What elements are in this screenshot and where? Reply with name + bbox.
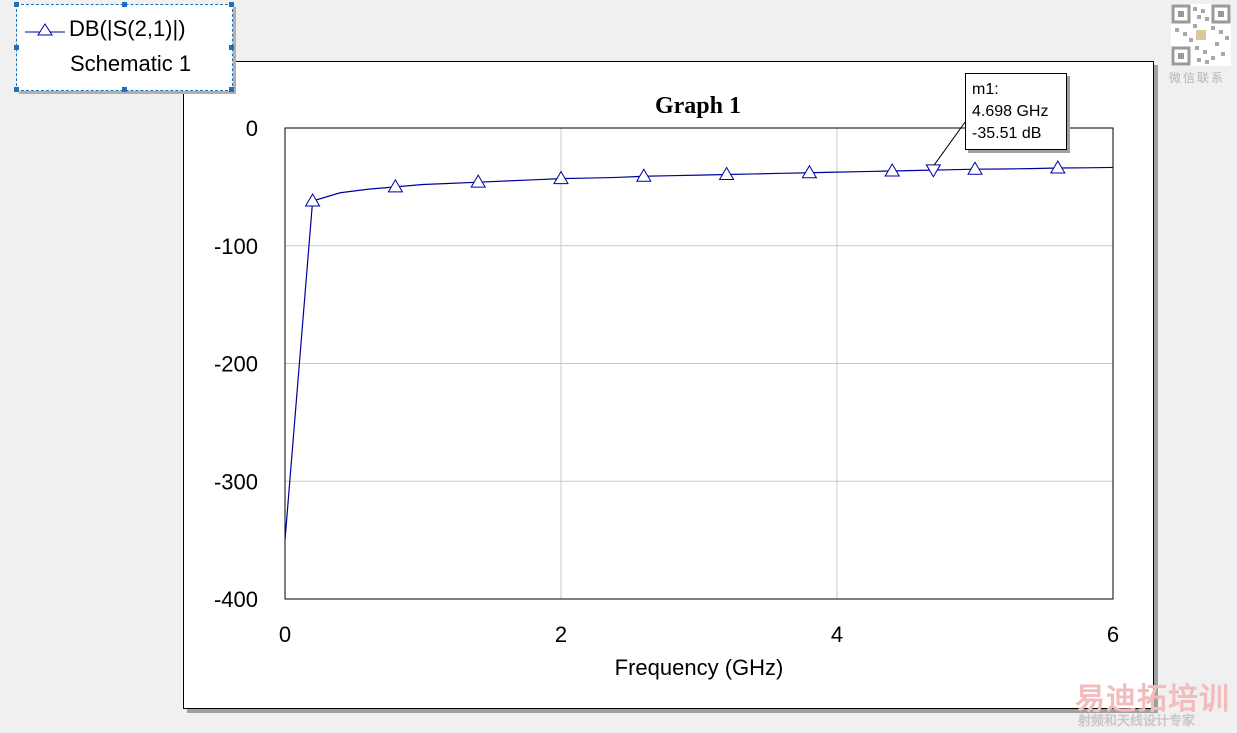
resize-handle[interactable]: [122, 2, 127, 7]
data-point-triangle: [304, 193, 321, 207]
data-point-triangle: [635, 168, 652, 182]
x-axis-label: Frequency (GHz): [615, 655, 784, 680]
qr-caption: 微信联系: [1169, 71, 1226, 85]
data-point-triangle: [718, 166, 735, 181]
data-point-triangle: [884, 162, 901, 177]
y-tick-label: -400: [214, 587, 258, 612]
marker-frequency: 4.698 GHz: [972, 103, 1049, 120]
tick-label-layer: 0 2 4 6 0 -100 -200 -300 -400: [214, 116, 1119, 647]
marker-name: m1:: [972, 81, 999, 98]
data-point-triangle: [553, 170, 569, 185]
data-point-triangle: [470, 174, 487, 188]
resize-handle[interactable]: [122, 87, 127, 92]
grid-layer: [284, 127, 1114, 600]
resize-handle[interactable]: [14, 87, 19, 92]
y-tick-label: -100: [214, 234, 258, 259]
marker-layer: [925, 117, 969, 178]
marker-m1-triangle: [925, 164, 942, 178]
resize-handle[interactable]: [229, 87, 234, 92]
legend-series-label: DB(|S(2,1)|): [69, 16, 186, 41]
marker-leader-line: [933, 117, 969, 166]
series-layer: [284, 160, 1114, 541]
marker-value: -35.51 dB: [972, 125, 1042, 142]
plot-border: [284, 127, 1114, 600]
resize-handle[interactable]: [14, 45, 19, 50]
resize-handle[interactable]: [229, 45, 234, 50]
x-tick-label: 6: [1107, 622, 1119, 647]
x-tick-label: 0: [279, 622, 291, 647]
qr-code-icon: [1171, 4, 1231, 66]
y-tick-label: -200: [214, 352, 258, 377]
x-tick-label: 2: [555, 622, 567, 647]
y-tick-label: 0: [246, 116, 258, 141]
legend-line-triangle-icon: [25, 23, 65, 36]
data-point-triangle: [967, 161, 983, 175]
resize-handle[interactable]: [229, 2, 234, 7]
y-tick-label: -300: [214, 469, 258, 494]
data-point-triangle: [801, 164, 818, 179]
legend-source-label: Schematic 1: [70, 51, 192, 76]
chart-title: Graph 1: [655, 93, 741, 119]
brand-watermark: 易迪拓培训: [1075, 683, 1230, 716]
data-point-triangle: [387, 178, 404, 193]
brand-tagline: 射频和天线设计专家: [1078, 713, 1196, 728]
marker-readout-box[interactable]: m1: 4.698 GHz -35.51 dB: [965, 73, 1067, 150]
resize-handle[interactable]: [14, 2, 19, 7]
legend-box[interactable]: DB(|S(2,1)|) Schematic 1: [14, 2, 234, 92]
data-point-triangle: [1049, 160, 1066, 174]
x-tick-label: 4: [831, 622, 843, 647]
